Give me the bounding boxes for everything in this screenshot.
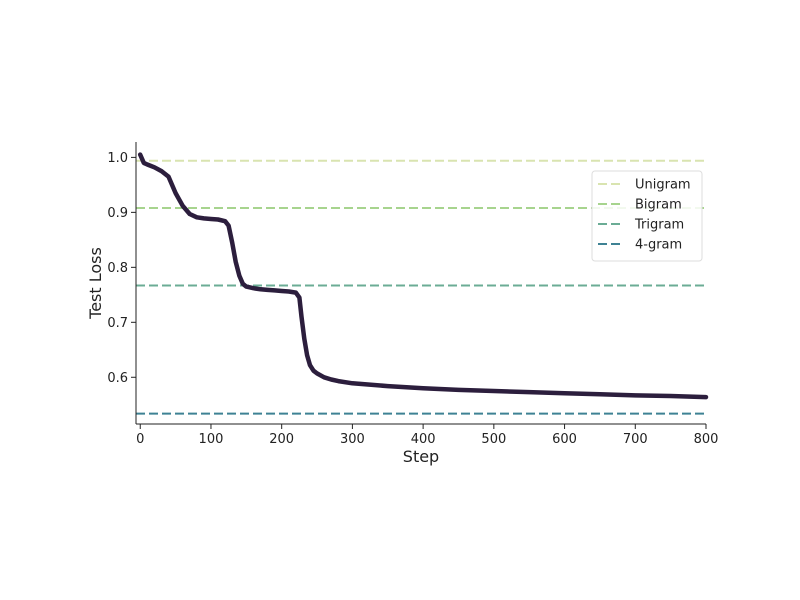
y-tick-label: 0.7 bbox=[107, 316, 128, 331]
x-axis-label: Step bbox=[403, 447, 439, 466]
x-tick-label: 400 bbox=[411, 432, 436, 447]
x-tick-label: 300 bbox=[340, 432, 365, 447]
y-tick-label: 0.9 bbox=[107, 206, 128, 221]
test-loss-line bbox=[137, 152, 709, 400]
y-tick-label: 0.6 bbox=[107, 371, 128, 386]
x-tick-label: 700 bbox=[623, 432, 648, 447]
legend-label-unigram: Unigram bbox=[635, 178, 691, 193]
x-tick-label: 200 bbox=[269, 432, 294, 447]
y-axis-label: Test Loss bbox=[86, 247, 105, 320]
y-ticks: 0.6 0.7 0.8 0.9 1.0 bbox=[107, 151, 136, 386]
x-tick-label: 0 bbox=[136, 432, 144, 447]
y-tick-label: 0.8 bbox=[107, 261, 128, 276]
x-ticks: 0 100 200 300 400 500 600 700 800 bbox=[136, 424, 718, 447]
legend-label-bigram: Bigram bbox=[635, 198, 682, 213]
legend-label-trigram: Trigram bbox=[634, 218, 684, 233]
legend-label-4-gram: 4-gram bbox=[635, 238, 682, 253]
y-tick-label: 1.0 bbox=[107, 151, 128, 166]
x-tick-label: 100 bbox=[199, 432, 224, 447]
legend: Unigram Bigram Trigram 4-gram bbox=[591, 170, 703, 262]
x-tick-label: 600 bbox=[552, 432, 577, 447]
x-tick-label: 500 bbox=[481, 432, 506, 447]
x-tick-label: 800 bbox=[694, 432, 719, 447]
legend-box bbox=[591, 170, 703, 262]
